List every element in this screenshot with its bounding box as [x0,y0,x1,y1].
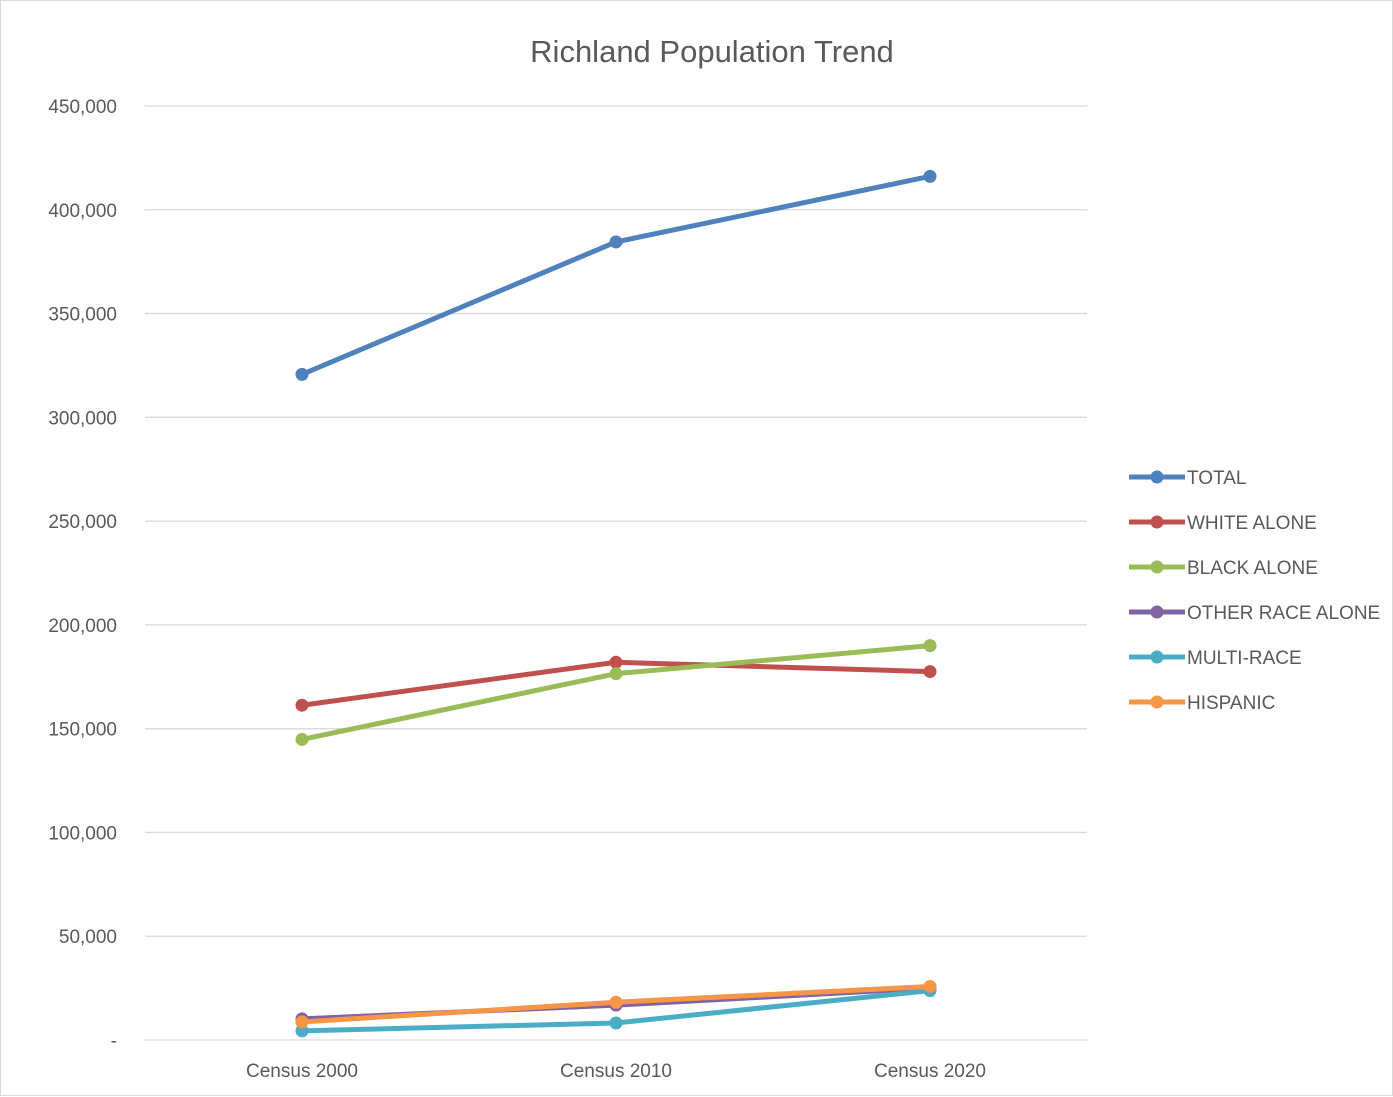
data-point-white-alone [295,698,309,712]
y-tick-label: 150,000 [48,720,117,741]
data-point-black-alone [923,639,937,653]
chart-title: Richland Population Trend [530,34,894,69]
legend-marker-hispanic [1150,695,1164,709]
y-tick-label: - [111,1031,117,1052]
data-point-total [295,367,309,381]
data-point-black-alone [295,732,309,746]
x-tick-label: Census 2020 [874,1061,986,1082]
y-tick-label: 450,000 [48,97,117,118]
x-tick-label: Census 2000 [246,1061,358,1082]
y-tick-label: 50,000 [59,927,117,948]
legend-marker-other-race-alone [1150,605,1164,619]
legend-label-black-alone: BLACK ALONE [1187,558,1318,579]
legend-label-total: TOTAL [1187,468,1246,489]
data-point-hispanic [923,979,937,993]
legend-marker-black-alone [1150,560,1164,574]
legend-label-multi-race: MULTI-RACE [1187,648,1302,669]
y-tick-label: 250,000 [48,512,117,533]
legend-marker-white-alone [1150,515,1164,529]
x-tick-label: Census 2010 [560,1061,672,1082]
y-tick-label: 350,000 [48,305,117,326]
x-axis: Census 2000 Census 2010 Census 2020 [246,1061,986,1082]
data-point-white-alone [609,655,623,669]
legend-marker-total [1150,470,1164,484]
data-point-hispanic [295,1015,309,1029]
legend-marker-multi-race [1150,650,1164,664]
legend-label-other-race-alone: OTHER RACE ALONE [1187,603,1380,624]
data-point-black-alone [609,667,623,681]
y-tick-label: 200,000 [48,616,117,637]
legend: TOTAL WHITE ALONE BLACK ALONE OTHER RACE AL… [1129,468,1380,714]
data-point-white-alone [923,665,937,679]
series-line-total [299,173,933,377]
y-axis: - 50,000 100,000 150,000 200,000 250,000 300,0… [48,97,117,1052]
y-tick-label: 400,000 [48,201,117,222]
series-lines [295,169,937,1038]
data-point-hispanic [609,995,623,1009]
legend-label-white-alone: WHITE ALONE [1187,513,1317,534]
data-point-total [609,235,623,249]
gridlines [145,105,1087,1041]
legend-label-hispanic: HISPANIC [1187,693,1275,714]
y-tick-label: 300,000 [48,408,117,429]
data-point-multi-race [609,1016,623,1030]
data-point-multi-race [295,1024,309,1038]
data-point-total [923,169,937,183]
y-tick-label: 100,000 [48,823,117,844]
